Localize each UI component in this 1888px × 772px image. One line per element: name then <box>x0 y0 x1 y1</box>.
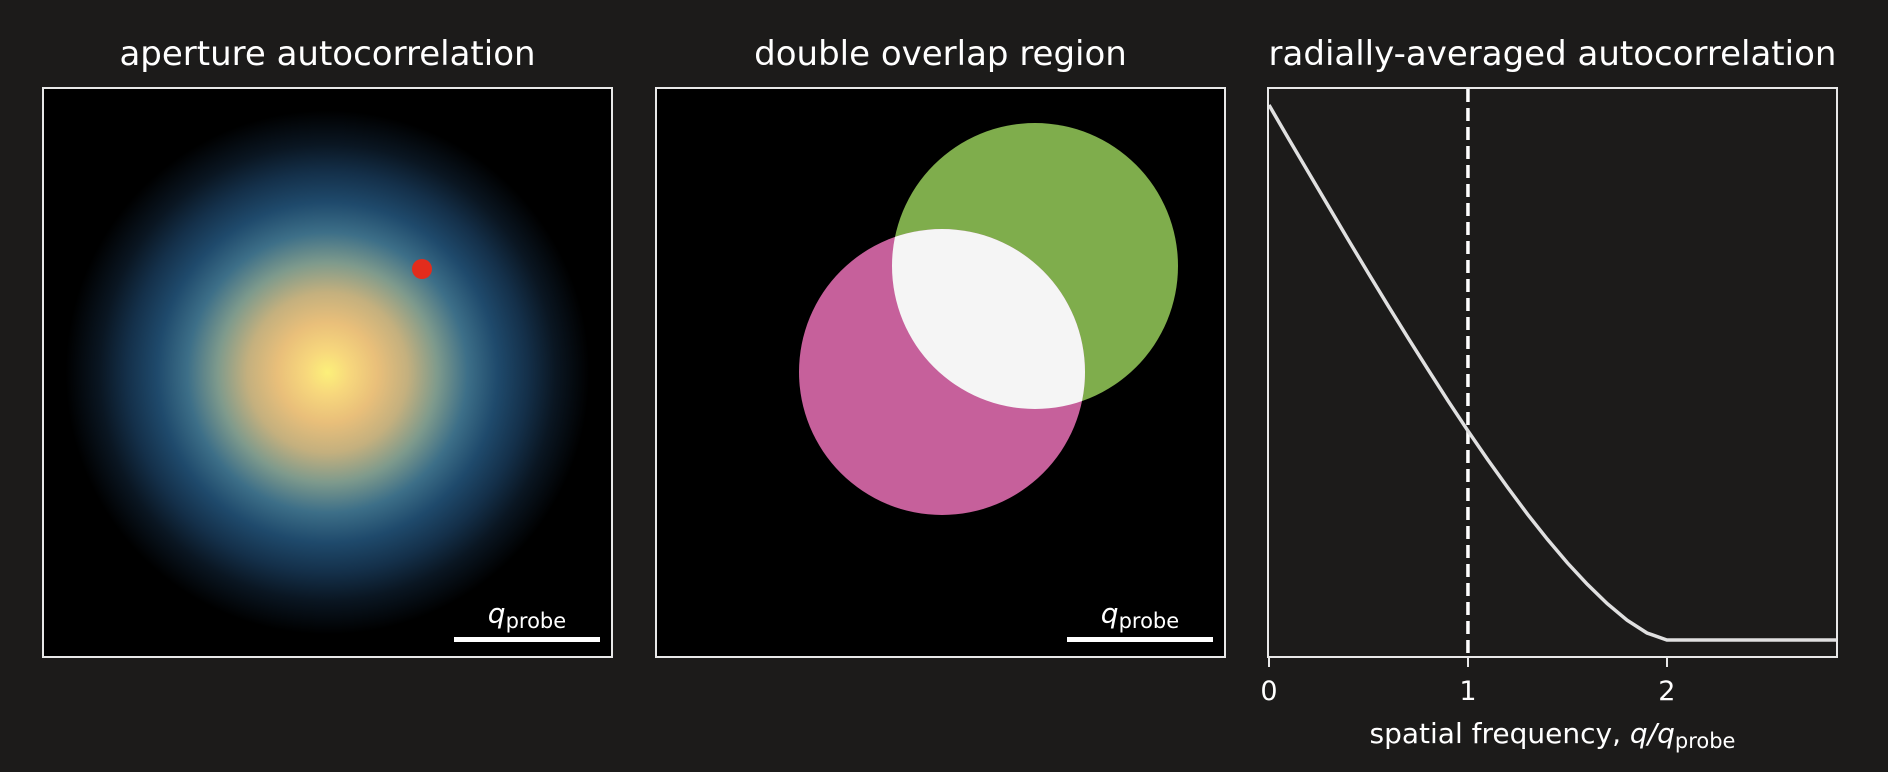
series-line-0 <box>1269 104 1836 642</box>
x-tick-mark <box>1466 658 1469 667</box>
autocorrelation-image: qprobe <box>42 87 613 658</box>
autocorrelation-glow <box>44 89 611 656</box>
overlap-svg <box>799 123 1178 515</box>
radial-title: radially-averaged autocorrelation <box>1268 34 1837 74</box>
red-marker-dot <box>412 259 432 279</box>
scale-bar-group: qprobe <box>454 89 600 656</box>
radial-plot <box>1269 89 1836 656</box>
autocorrelation-title: aperture autocorrelation <box>119 34 536 74</box>
scale-bar-label: qprobe <box>487 597 567 633</box>
radial-plot-frame <box>1267 87 1838 658</box>
overlap-intersection <box>892 229 1085 409</box>
x-tick-mark <box>1665 658 1668 667</box>
x-tick-label: 1 <box>1459 676 1477 707</box>
overlap-image: qprobe <box>655 87 1226 658</box>
x-tick-label: 2 <box>1658 676 1676 707</box>
overlap-title: double overlap region <box>754 34 1127 74</box>
x-tick-mark <box>1268 658 1270 667</box>
x-axis-label: spatial frequency, q/qprobe <box>1369 717 1736 753</box>
scale-bar <box>1067 637 1213 642</box>
scale-bar <box>454 637 600 642</box>
x-tick-label: 0 <box>1260 676 1278 707</box>
scale-bar-label: qprobe <box>1100 597 1180 633</box>
scale-bar-group: qprobe <box>1067 89 1213 656</box>
